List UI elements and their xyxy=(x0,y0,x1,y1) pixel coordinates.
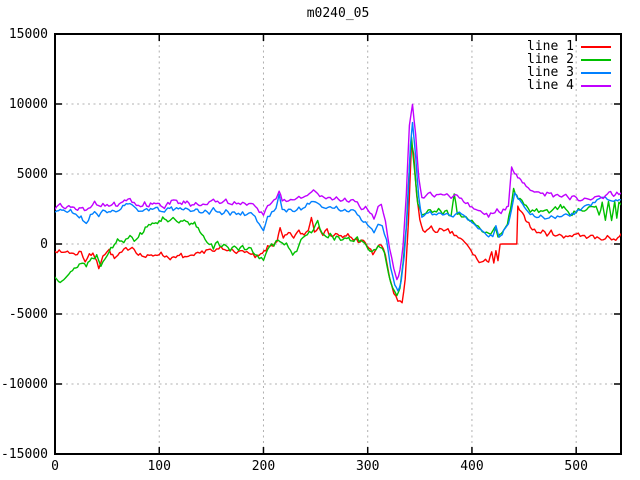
x-tick-label: 400 xyxy=(460,459,483,474)
series-line-4 xyxy=(55,103,621,281)
legend-swatch-line-1 xyxy=(581,45,611,48)
legend-label-line-4: line 4 xyxy=(527,78,574,93)
y-tick-label: 5000 xyxy=(17,167,48,182)
y-tick-label: 10000 xyxy=(9,97,48,112)
series-line-1 xyxy=(55,142,621,304)
x-tick-label: 200 xyxy=(252,459,275,474)
legend-item-line-3: line 3 xyxy=(527,66,611,79)
x-tick-label: 300 xyxy=(356,459,379,474)
plot-border xyxy=(54,33,622,455)
y-tick-label: 15000 xyxy=(9,27,48,42)
chart-title: m0240_05 xyxy=(306,6,370,21)
y-tick-label: 0 xyxy=(40,237,48,252)
legend-swatch-line-2 xyxy=(581,58,611,61)
legend-swatch-line-3 xyxy=(581,71,611,74)
x-tick-label: 0 xyxy=(51,459,59,474)
legend-label-line-1: line 1 xyxy=(527,39,574,54)
legend-item-line-1: line 1 xyxy=(527,40,611,53)
legend-item-line-2: line 2 xyxy=(527,53,611,66)
x-tick-label: 100 xyxy=(147,459,170,474)
legend-swatch-line-4 xyxy=(581,84,611,87)
y-tick-label: -15000 xyxy=(1,447,48,462)
y-tick-label: -5000 xyxy=(9,307,48,322)
legend-item-line-4: line 4 xyxy=(527,79,611,92)
series-line-2 xyxy=(55,136,621,297)
legend-label-line-3: line 3 xyxy=(527,65,574,80)
y-tick-label: -10000 xyxy=(1,377,48,392)
series-line-3 xyxy=(55,121,621,292)
legend-label-line-2: line 2 xyxy=(527,52,574,67)
legend: line 1 line 2 line 3 line 4 xyxy=(527,40,611,92)
x-tick-label: 500 xyxy=(564,459,587,474)
